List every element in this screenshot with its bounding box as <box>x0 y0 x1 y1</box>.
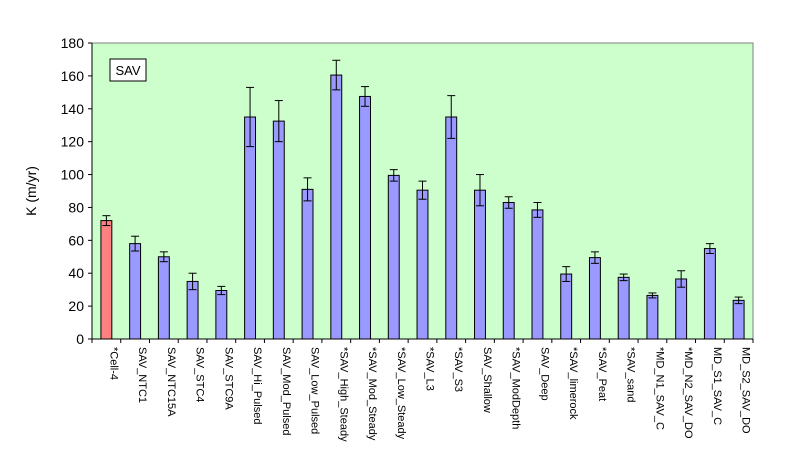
error-bar <box>705 243 714 254</box>
bar <box>474 189 486 340</box>
x-tick-label: *SAV_High_Steady <box>337 347 349 442</box>
error-bar <box>562 266 571 282</box>
x-tick-label: *SAV_ModDepth <box>510 347 522 429</box>
error-bar <box>217 285 226 296</box>
y-tick-label: 60 <box>68 232 84 248</box>
x-labels-group: *Cell-4 SAV_NTC1 SAV_NTC15A SAV_STC4 SAV_STC… <box>91 339 754 442</box>
bar <box>100 220 113 340</box>
y-tick-label: 40 <box>68 265 84 281</box>
error-bar <box>504 196 513 209</box>
x-tick-label: *SAV_L3 <box>424 347 436 391</box>
x-tick-label: MD_S2_SAV_DO <box>740 347 752 434</box>
series-label-box: SAV <box>109 58 147 82</box>
x-tick-label: SAV_NTC15A <box>165 347 177 417</box>
bar <box>129 243 142 340</box>
bar <box>560 273 573 340</box>
bar <box>502 202 515 340</box>
error-bar <box>619 273 628 282</box>
x-tick-label: SAV_Low_Pulsed <box>309 347 321 434</box>
y-tick-label: 20 <box>68 298 84 314</box>
x-tick-label: SAV_Mod_Pulsed <box>280 347 292 435</box>
error-bar <box>159 251 168 263</box>
error-bar <box>274 100 283 143</box>
bar <box>531 209 544 340</box>
x-tick-label: *SAV_sand <box>625 347 637 402</box>
bar <box>387 174 400 340</box>
bar <box>646 294 659 340</box>
bar <box>359 95 371 340</box>
x-tick-label: SAV_STC9A <box>222 347 234 410</box>
error-bar <box>102 215 111 227</box>
x-tick-label: *Cell-4 <box>107 347 119 380</box>
y-tick-label: 0 <box>76 331 84 347</box>
bar <box>703 248 716 340</box>
y-ticks-group: 0 20 40 60 80 100 120 140 160 180 <box>61 35 92 347</box>
bar <box>675 278 688 340</box>
x-tick-label: SAV_Shallow <box>481 347 493 413</box>
bar <box>272 120 285 340</box>
x-tick-label: SAV_Hi_Pulsed <box>251 347 263 424</box>
y-tick-label: 160 <box>61 68 85 84</box>
error-bar <box>590 251 599 264</box>
error-bar <box>188 272 197 291</box>
error-bar <box>648 292 657 299</box>
bar <box>445 116 458 340</box>
x-tick-label: *SAV_Low_Steady <box>395 347 407 440</box>
y-tick-label: 120 <box>61 134 85 150</box>
bar <box>157 256 170 340</box>
error-bar <box>533 202 542 218</box>
x-tick-label: MD_S1_SAV_C <box>711 347 723 425</box>
error-bar <box>131 235 140 252</box>
error-bar <box>246 86 255 148</box>
x-tick-label: *SAV_Peat <box>596 347 608 401</box>
error-bar <box>475 174 484 207</box>
x-tick-label: SAV_Deep <box>538 347 550 401</box>
y-tick-label: 100 <box>61 167 85 183</box>
y-tick-label: 80 <box>68 199 84 215</box>
y-tick-label: 140 <box>61 101 85 117</box>
x-tick-label: *SAV_S3 <box>452 347 464 392</box>
error-bar <box>447 95 456 139</box>
bar <box>416 189 429 340</box>
y-tick-label: 180 <box>61 35 85 51</box>
y-axis-label: K (m/yr) <box>23 166 39 216</box>
x-tick-label: *SAV_Mod_Steady <box>366 347 378 441</box>
bar <box>732 299 745 340</box>
error-bar <box>361 86 370 107</box>
error-bars-group <box>102 59 743 305</box>
bar <box>215 289 228 340</box>
error-bar <box>389 169 398 182</box>
bars-group <box>100 74 745 340</box>
error-bar <box>303 177 312 202</box>
x-tick-label: *MD_N2_SAV_DO <box>682 347 694 439</box>
bar <box>617 276 630 340</box>
error-bar <box>332 59 341 91</box>
x-tick-label: SAV_STC4 <box>194 347 206 402</box>
bar <box>588 257 601 340</box>
series-label: SAV <box>115 63 140 78</box>
bar <box>244 116 257 340</box>
error-bar <box>734 296 743 305</box>
bar <box>301 188 314 340</box>
bar <box>330 74 343 340</box>
error-bar <box>418 180 427 200</box>
x-tick-label: SAV_NTC1 <box>136 347 148 403</box>
x-tick-label: *MD_N1_SAV_C <box>653 347 665 430</box>
x-tick-label: *SAV_limerock <box>567 347 579 420</box>
error-bar <box>677 270 686 288</box>
